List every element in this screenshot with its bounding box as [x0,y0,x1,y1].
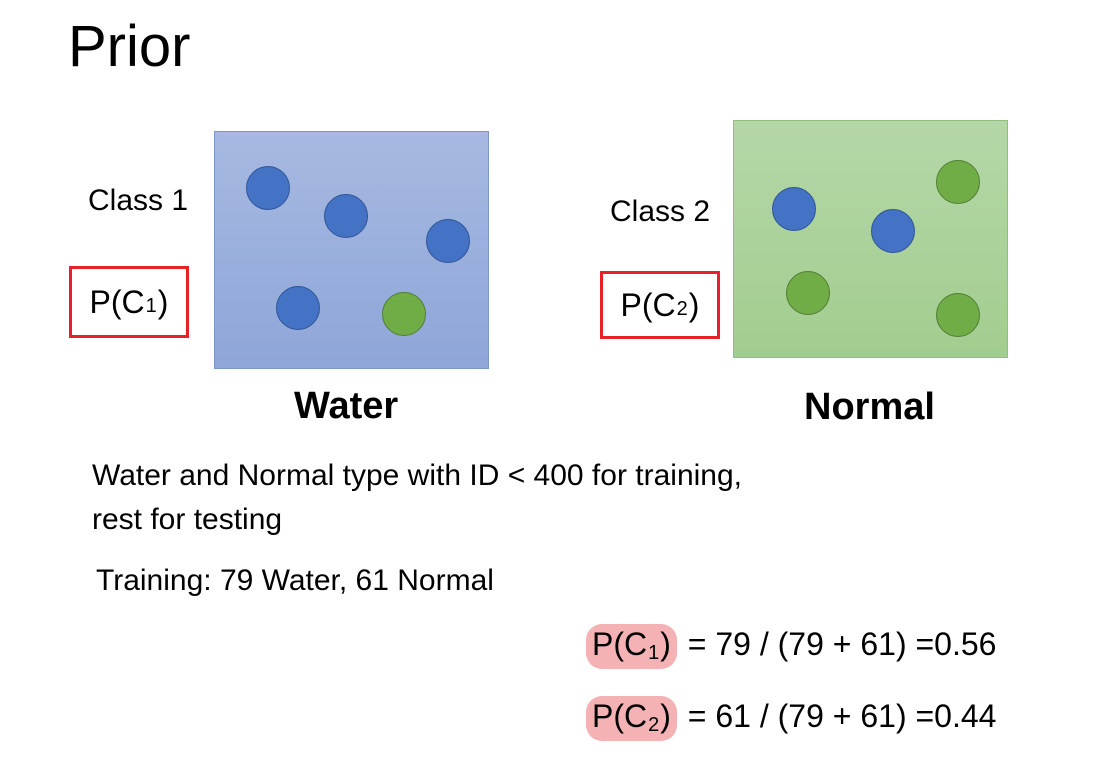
eq2-close: ) [660,698,671,734]
blue-ball [871,209,915,253]
blue-ball [772,187,816,231]
training-summary: Training: 79 Water, 61 Normal [96,564,494,597]
class2-prior-box: P(C 2) [600,271,720,339]
class1-prior-box: P(C 1) [69,266,189,338]
normal-class-box [733,120,1008,358]
water-class-box [214,131,489,369]
highlighted-prior-c2: P(C2) [586,696,677,741]
normal-caption: Normal [804,386,935,428]
eq2-main: P(C [592,698,648,734]
water-caption: Water [294,385,399,427]
eq1-main: P(C [592,626,648,662]
green-ball [382,292,426,336]
description-line-2: rest for testing [92,503,283,536]
eq2-sub: 2 [648,714,660,736]
description-line-1: Water and Normal type with ID < 400 for … [92,459,743,492]
eq1-close: ) [660,626,671,662]
green-ball [936,293,980,337]
blue-ball [246,166,290,210]
equation-prior-c2: P(C2) = 61 / (79 + 61) =0.44 [586,696,996,741]
class1-prior-close: ) [157,283,169,320]
equation-prior-c1: P(C1) = 79 / (79 + 61) =0.56 [586,624,996,669]
class1-prior-sub: 1 [145,294,157,317]
class2-label: Class 2 [610,195,711,228]
eq2-rest: = 61 / (79 + 61) =0.44 [678,698,997,734]
eq1-sub: 1 [648,642,660,664]
green-ball [786,271,830,315]
class1-label: Class 1 [88,184,189,217]
slide-title: Prior [68,14,191,79]
class2-prior-sub: 2 [676,297,688,320]
blue-ball [276,286,320,330]
class2-prior-close: ) [688,286,700,323]
blue-ball [324,194,368,238]
eq1-rest: = 79 / (79 + 61) =0.56 [678,626,997,662]
blue-ball [426,219,470,263]
class1-prior-main: P(C [89,283,145,320]
green-ball [936,160,980,204]
class2-prior-main: P(C [620,286,676,323]
highlighted-prior-c1: P(C1) [586,624,677,669]
